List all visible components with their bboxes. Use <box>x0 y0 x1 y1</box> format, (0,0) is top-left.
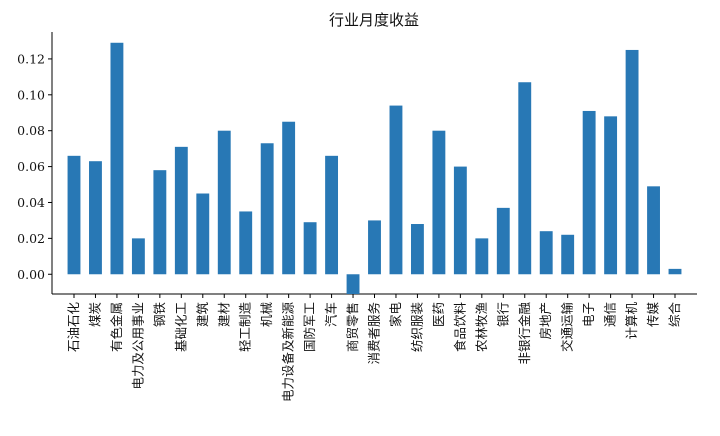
bar <box>410 224 424 275</box>
y-tick-label: 0.06 <box>17 159 45 174</box>
x-tick-label: 汽车 <box>324 302 339 327</box>
bar <box>239 211 253 275</box>
x-tick-label: 建筑 <box>195 302 210 328</box>
bar <box>346 274 360 294</box>
x-tick-label: 纺织服装 <box>409 302 424 352</box>
bar <box>217 130 231 275</box>
y-tick-label: 0.10 <box>17 87 45 102</box>
bars-layer <box>67 42 682 294</box>
x-tick-label: 电力及公用事业 <box>130 302 145 390</box>
x-tick-label: 电力设备及新能源 <box>281 302 296 403</box>
bar <box>539 231 553 275</box>
bar <box>561 234 575 275</box>
x-tick-label: 房地产 <box>538 302 553 340</box>
bar <box>153 170 167 275</box>
x-tick-label: 基础化工 <box>173 302 188 352</box>
bar <box>110 42 124 275</box>
bar <box>475 238 489 275</box>
x-tick-label: 传媒 <box>646 302 661 328</box>
bar <box>282 121 296 275</box>
x-tick-label: 银行 <box>495 302 510 327</box>
x-tick-label: 有色金属 <box>109 302 124 352</box>
y-tick-label: 0.08 <box>17 123 45 138</box>
x-tick-label: 煤炭 <box>87 302 102 327</box>
bar <box>67 155 81 275</box>
x-tick-label: 电子 <box>581 302 596 327</box>
x-tick-label: 非银行金融 <box>517 302 532 365</box>
bar <box>432 130 446 275</box>
bar <box>389 105 403 275</box>
bar <box>625 49 639 275</box>
x-tick-label: 消费者服务 <box>367 302 382 365</box>
bar <box>174 146 188 275</box>
bar <box>303 222 317 275</box>
bar <box>604 116 618 275</box>
x-tick-label: 轻工制造 <box>238 302 253 353</box>
bar <box>260 143 274 275</box>
chart-title: 行业月度收益 <box>329 11 419 29</box>
bar <box>196 193 210 275</box>
x-tick-label: 农林牧渔 <box>474 302 489 352</box>
x-tick-label: 家电 <box>388 302 403 328</box>
y-tick-label: 0.02 <box>17 231 45 246</box>
x-tick-label: 综合 <box>667 302 682 328</box>
x-tick-label: 商贸零售 <box>345 302 360 352</box>
x-tick-label: 石油石化 <box>66 302 81 353</box>
bar <box>368 220 381 275</box>
x-tick-label: 交通运输 <box>560 302 575 353</box>
bar <box>131 238 145 275</box>
bar <box>89 161 102 275</box>
x-tick-label: 钢铁 <box>152 302 167 328</box>
x-tick-label: 通信 <box>603 302 618 327</box>
bar <box>582 110 596 275</box>
bar <box>668 268 682 275</box>
axes-layer <box>48 32 697 298</box>
x-tick-label: 建材 <box>216 302 231 327</box>
bar <box>453 166 467 275</box>
bar <box>325 155 339 275</box>
y-tick-label: 0.12 <box>17 51 45 66</box>
x-tick-label: 医药 <box>431 302 446 327</box>
y-tick-label: 0.00 <box>17 267 45 282</box>
x-tick-label: 机械 <box>259 302 274 328</box>
y-tick-label: 0.04 <box>17 195 45 210</box>
bar <box>518 82 532 275</box>
bar <box>496 207 510 275</box>
bar <box>647 186 660 275</box>
x-tick-label: 国防军工 <box>302 302 317 352</box>
x-tick-label: 食品饮料 <box>452 302 467 353</box>
x-tick-label: 计算机 <box>624 302 639 340</box>
